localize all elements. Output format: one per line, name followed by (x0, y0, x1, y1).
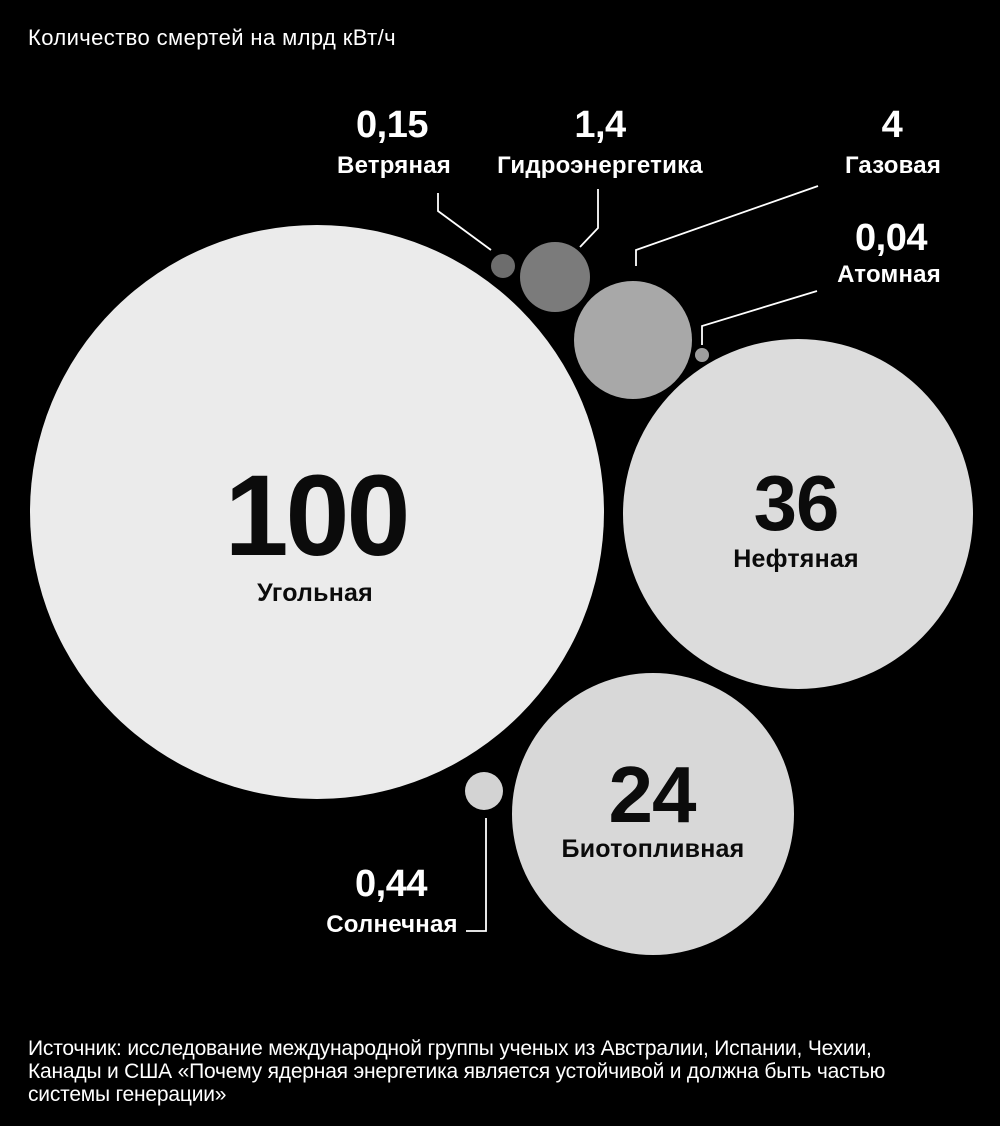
oil-value: 36 (754, 459, 839, 547)
coal-label: Угольная (257, 579, 373, 607)
bubble-coal (30, 225, 604, 799)
leader-lines (437, 185, 819, 932)
bubble-wind (491, 254, 515, 278)
callout-labels: 0,15 Ветряная 1,4 Гидроэнергетика 4 Газо… (326, 104, 941, 938)
hydro-label: Гидроэнергетика (497, 152, 703, 179)
bubble-biofuel (512, 673, 794, 955)
bubble-gas (574, 281, 692, 399)
chart-title: Количество смертей на млрд кВт/ч (28, 25, 396, 50)
wind-value: 0,15 (356, 104, 428, 146)
source-note: Источник: исследование международной гру… (28, 1037, 885, 1106)
hydro-value: 1,4 (574, 104, 626, 146)
solar-value: 0,44 (355, 863, 427, 905)
inside-labels: 100 Угольная 36 Нефтяная 24 Биотопливная (225, 452, 859, 863)
gas-label: Газовая (845, 152, 941, 179)
bubble-solar (465, 772, 503, 810)
coal-value: 100 (225, 452, 408, 580)
gas-value: 4 (882, 104, 903, 146)
leader-line-nuclear (701, 290, 818, 345)
bubble-hydro (520, 242, 590, 312)
source-line-2: Канады и США «Почему ядерная энергетика … (28, 1060, 885, 1083)
wind-label: Ветряная (337, 152, 451, 179)
bubble-nuclear (695, 348, 709, 362)
bubble-oil (623, 339, 973, 689)
leader-line-hydro (579, 189, 599, 248)
source-line-3: системы генерации» (28, 1083, 226, 1106)
nuclear-value: 0,04 (855, 217, 927, 259)
nuclear-label: Атомная (837, 261, 941, 288)
leader-line-wind (437, 193, 492, 251)
biofuel-label: Биотопливная (562, 835, 745, 863)
bubbles (30, 225, 973, 955)
biofuel-value: 24 (609, 750, 697, 839)
solar-label: Солнечная (326, 911, 457, 938)
source-line-1: Источник: исследование международной гру… (28, 1037, 872, 1060)
leader-line-solar (466, 818, 487, 932)
oil-label: Нефтяная (733, 545, 859, 573)
leader-line-gas (635, 185, 819, 266)
